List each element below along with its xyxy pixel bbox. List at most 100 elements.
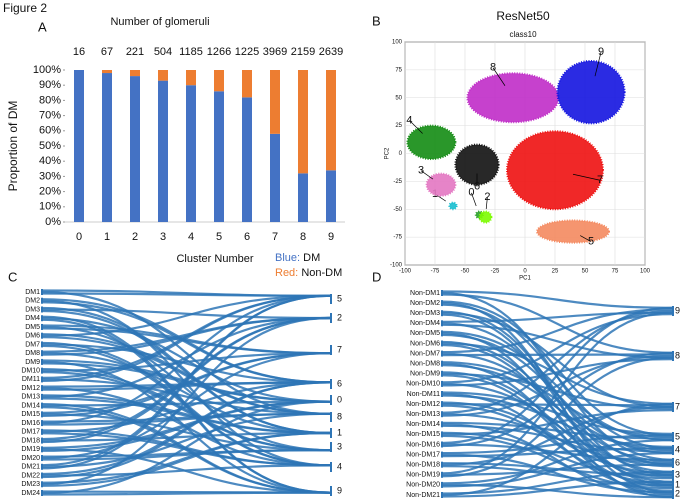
source-node (441, 411, 443, 418)
source-label: Non-DM4 (410, 320, 440, 327)
source-node (441, 340, 443, 347)
cluster (425, 172, 457, 197)
flow (41, 352, 331, 435)
source-node (41, 481, 43, 488)
flow (41, 294, 331, 382)
cluster-label: 3 (418, 165, 424, 177)
y-tick-label: -50 (393, 207, 402, 213)
flow (41, 294, 331, 470)
target-label: 6 (675, 457, 680, 467)
flow (41, 336, 331, 415)
legend-name: DM (303, 252, 320, 264)
chart-title: Number of glomeruli (110, 16, 209, 28)
y-tick-label: 50 (395, 95, 402, 101)
source-node (41, 463, 43, 470)
source-node (441, 431, 443, 438)
flow (441, 447, 673, 458)
flow (41, 464, 331, 477)
source-node (441, 492, 443, 498)
source-label: Non-DM9 (410, 371, 440, 378)
flow (41, 400, 331, 452)
source-label: DM9 (25, 359, 40, 366)
bar-segment (102, 73, 112, 222)
source-node (441, 350, 443, 357)
bar-segment (186, 85, 196, 222)
y-axis-label: PC2 (385, 147, 391, 159)
flow (41, 400, 331, 495)
flow (441, 358, 673, 387)
target-node (672, 351, 674, 361)
source-label: DM20 (21, 455, 40, 462)
flow (41, 294, 331, 425)
flow (441, 364, 673, 452)
x-tick-label: 25 (552, 269, 559, 275)
target-node (330, 345, 332, 355)
source-label: DM2 (25, 298, 40, 305)
flow (41, 381, 331, 391)
y-tick-label: 40% (39, 155, 61, 167)
flow (441, 356, 673, 478)
cluster-pointer (492, 67, 506, 86)
target-node (330, 294, 332, 304)
y-tick-label: 80% (39, 94, 61, 106)
cluster (448, 201, 458, 211)
flow (441, 402, 673, 497)
count-label: 67 (101, 46, 113, 58)
target-node (672, 402, 674, 412)
count-label: 16 (73, 46, 85, 58)
flow (441, 452, 673, 488)
panel-label: D (372, 269, 381, 284)
source-label: Non-DM11 (407, 391, 440, 398)
source-label: DM12 (21, 385, 40, 392)
y-tick-label: 70% (39, 110, 61, 122)
cluster-pointer (409, 120, 423, 134)
source-label: DM22 (21, 472, 40, 479)
flows (441, 290, 673, 499)
source-node (441, 421, 443, 428)
y-tick-label: 30% (39, 170, 61, 182)
target-label: 4 (675, 444, 680, 454)
flow (441, 312, 673, 409)
source-node (41, 376, 43, 383)
x-tick-label: 0 (523, 269, 527, 275)
y-axis-label: Proportion of DM (6, 101, 20, 192)
source-node (41, 446, 43, 453)
panel-label: C (8, 269, 17, 284)
flow (41, 412, 331, 468)
source-label: DM1 (25, 289, 40, 296)
count-label: 1266 (207, 46, 231, 58)
source-node (441, 461, 443, 468)
cluster-pointer (580, 235, 592, 242)
y-tick-label: 10% (39, 201, 61, 213)
target-node (330, 442, 332, 452)
target-node (672, 480, 674, 490)
source-node (41, 323, 43, 330)
flow (41, 352, 331, 372)
bar-segment (186, 70, 196, 86)
cluster-pointer (471, 192, 477, 207)
source-node (441, 380, 443, 387)
flow (41, 378, 331, 415)
y-tick-label: -100 (390, 263, 403, 269)
bar-segment (158, 70, 168, 81)
count-label: 3969 (263, 46, 287, 58)
source-node (441, 330, 443, 337)
target-node (672, 306, 674, 316)
legend-entry: Blue: DM (275, 252, 320, 264)
source-label: Non-DM19 (406, 472, 440, 479)
target-label: 3 (675, 469, 680, 479)
bar-segment (270, 70, 280, 134)
flow (41, 413, 331, 452)
cluster (506, 130, 604, 211)
cluster-label: 6 (474, 181, 480, 193)
cluster-label: 7 (597, 174, 603, 186)
target-label: 9 (675, 305, 680, 315)
target-node (672, 470, 674, 480)
count-label: 1225 (235, 46, 259, 58)
x-tick-label: -25 (491, 269, 500, 275)
flow (41, 316, 331, 486)
x-tick-label: 8 (300, 231, 306, 243)
flow (41, 290, 331, 415)
cluster (406, 124, 457, 161)
